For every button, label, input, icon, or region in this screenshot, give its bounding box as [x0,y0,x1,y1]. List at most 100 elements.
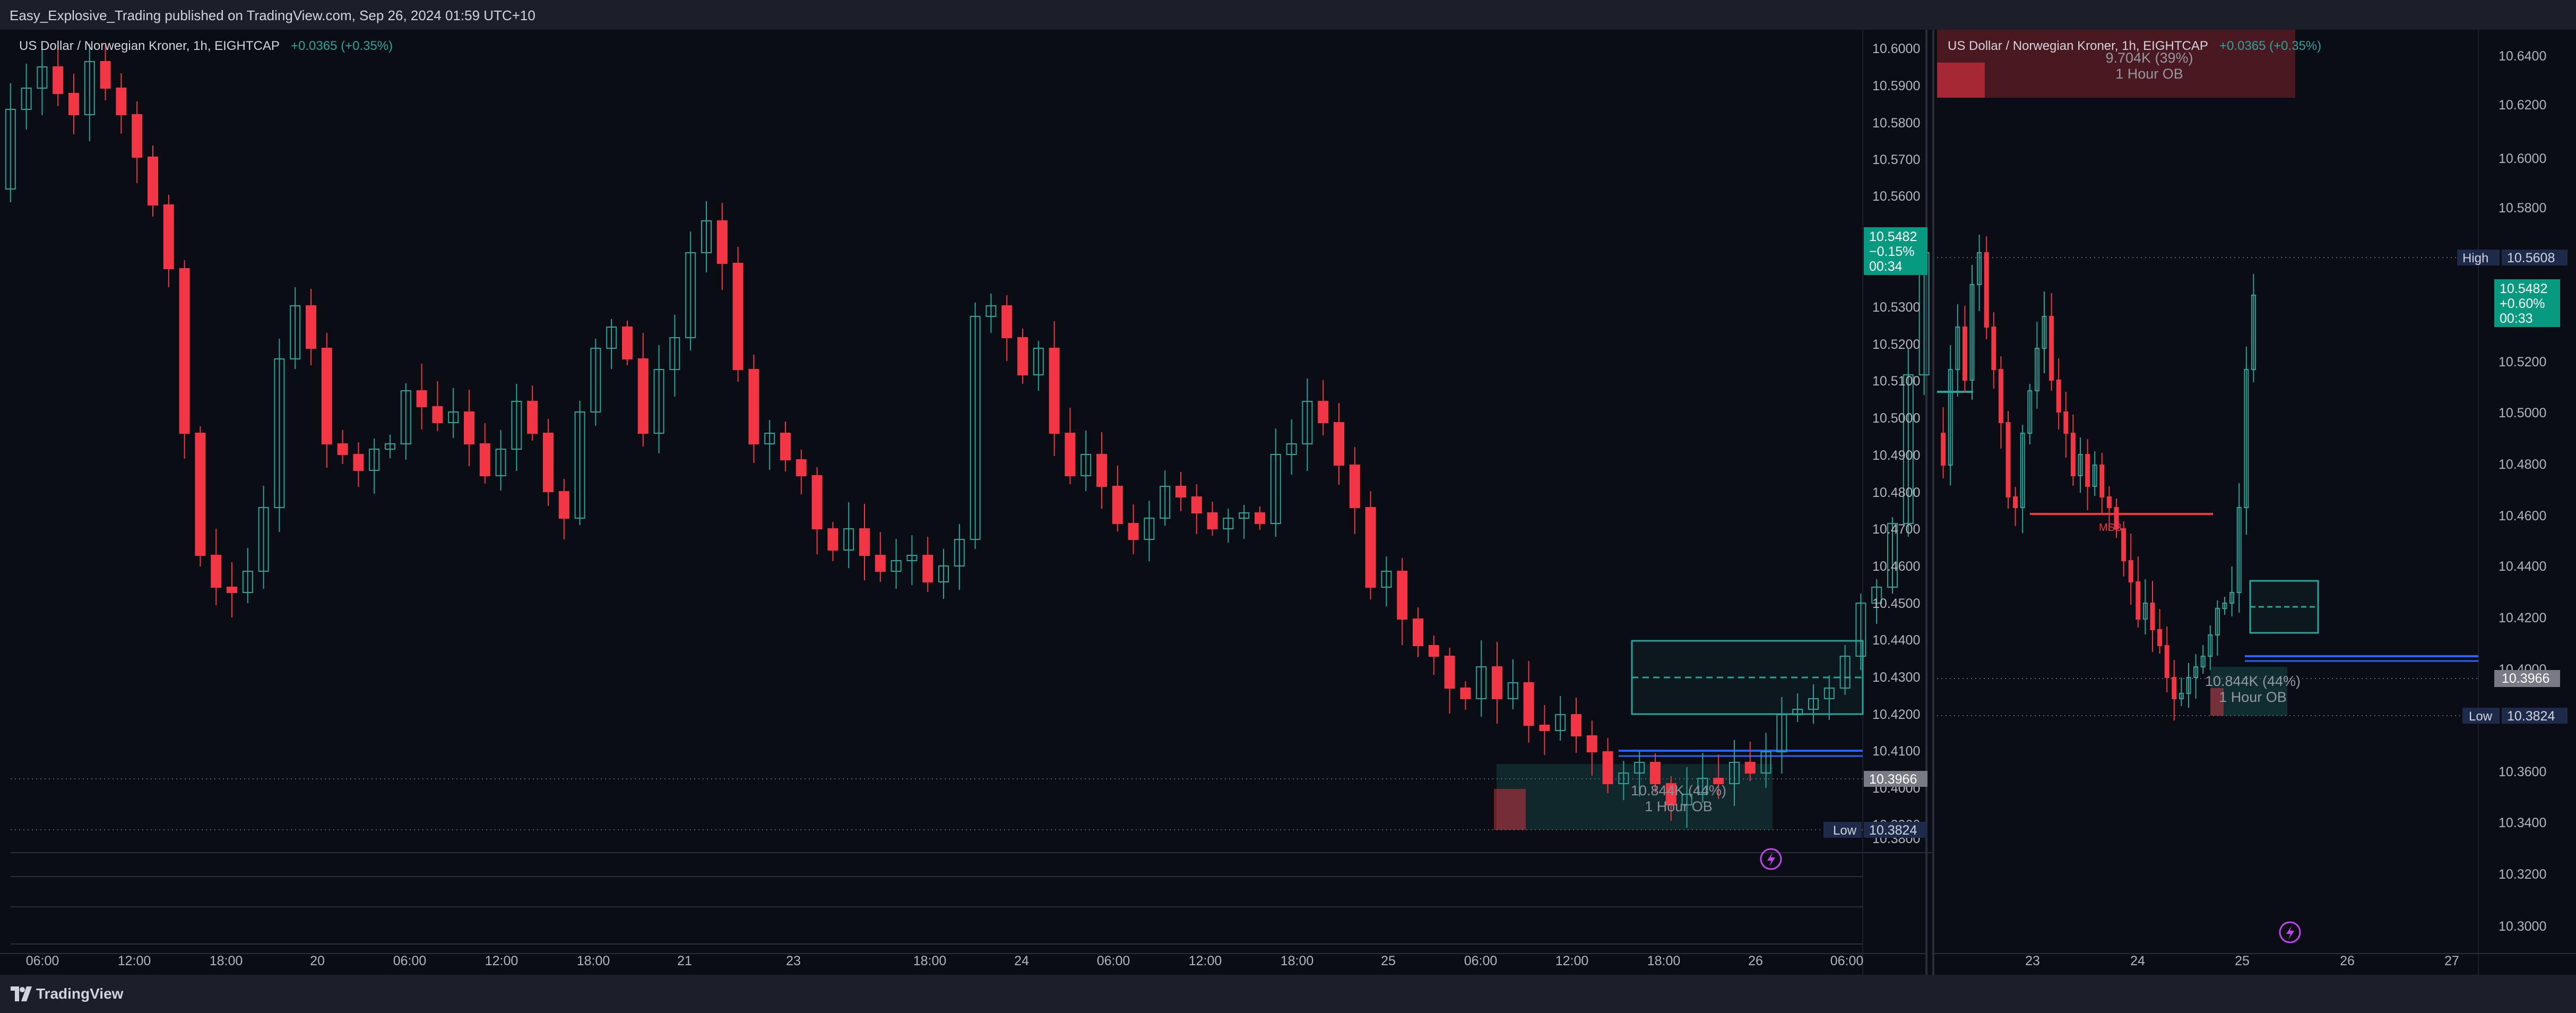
left-x-tick-label: 25 [1381,954,1396,968]
candle-body [2099,465,2105,497]
candle-body [290,305,301,359]
left-x-tick-label: 18:00 [913,954,947,968]
candle-body [1903,374,1914,524]
candle-body [1871,587,1882,604]
candle-body [1823,688,1835,699]
left-y-tick-label: 10.4500 [1872,596,1920,611]
tradingview-brand[interactable]: TradingView [36,985,124,1002]
lightning-icon[interactable] [2279,921,2301,943]
left-ob-zone-green [1497,764,1773,830]
candle-body [2200,656,2206,667]
candle-body [1977,252,1982,285]
left-badge-change: −0.15% [1869,244,1915,259]
right-top-ob-value: 9.704K (39%) [2105,50,2193,66]
candle-body [1444,656,1455,689]
left-badge-timer: 00:34 [1869,259,1903,274]
left-x-tick-label: 06:00 [393,954,427,968]
candle-body [337,443,348,455]
right-chart[interactable]: 9.704K (39%) 1 Hour OB MSB 10.844K (44%)… [1932,30,2576,975]
candle-body [1539,725,1550,731]
left-y-tick-label: 10.5700 [1872,152,1920,167]
candle-body [1397,571,1408,620]
left-gray-badge [1864,771,1927,787]
right-y-tick-label: 10.4200 [2499,611,2546,625]
candle-body [53,66,64,94]
right-y-tick-label: 10.3400 [2499,815,2546,830]
candle-body [590,348,601,413]
lightning-icon[interactable] [1760,848,1782,870]
candle-body [1507,682,1518,699]
left-candles [5,44,1930,828]
right-ob-text: 1 Hour OB [2219,689,2287,705]
candle-body [1948,369,1953,466]
right-y-tick-label: 10.3000 [2499,919,2546,934]
candle-body [1555,714,1566,731]
candle-body [1049,348,1060,434]
left-x-tick-label: 26 [1748,954,1763,968]
candle-body [21,88,32,110]
left-y-tick-label: 10.5300 [1872,300,1920,315]
candle-body [1586,735,1597,752]
candle-body [1239,512,1250,519]
left-y-axis[interactable]: 10.6000 10.5900 10.5800 10.5700 10.5600 10.53… [1872,41,1920,846]
candle-body [1128,523,1139,540]
right-y-axis[interactable]: 10.640010.620010.600010.580010.540010.52… [2499,49,2546,934]
candle-body [400,390,411,444]
right-low-label-bg [2462,708,2500,724]
tradingview-logo-icon[interactable] [11,986,32,1001]
candle-body [1665,783,1676,805]
candle-body [258,507,269,572]
candle-body [511,401,522,450]
left-x-tick-label: 06:00 [1830,954,1864,968]
right-legend-symbol: US Dollar / Norwegian Kroner, 1h, EIGHTC… [1948,39,2208,53]
candle-body [906,555,918,561]
candle-body [1223,518,1234,529]
left-x-tick-label: 18:00 [577,954,610,968]
candle-body [5,109,16,190]
left-y-tick-label: 10.5600 [1872,189,1920,204]
candle-body [385,443,395,450]
left-y-tick-label: 10.4300 [1872,670,1920,685]
candle-body [2070,433,2076,476]
candle-body [148,157,158,205]
left-x-axis[interactable]: 06:00 12:00 18:00 20 06:00 12:00 18:00 21 23 18:0… [26,954,1864,968]
right-y-tick-label: 10.4600 [2499,509,2546,523]
left-legend-symbol: US Dollar / Norwegian Kroner, 1h, EIGHTC… [19,39,280,53]
left-ob-zone-red [1494,789,1526,830]
left-y-tick-label: 10.5100 [1872,374,1920,389]
publish-info: Easy_Explosive_Trading published on Trad… [10,7,535,23]
right-x-axis[interactable]: 23 24 25 26 27 [2025,954,2459,968]
candle-body [2106,496,2112,508]
candle-body [1302,401,1313,444]
candle-body [1160,486,1171,519]
top-bar: Easy_Explosive_Trading published on Trad… [0,0,2576,30]
left-price-badge [1864,227,1927,275]
left-y-tick-label: 10.4900 [1872,448,1920,463]
candle-body [954,539,965,566]
left-badge-price: 10.5482 [1869,229,1917,244]
candle-body [1744,762,1756,774]
candle-body [1681,794,1692,805]
right-high-label: High [2462,251,2488,265]
left-x-tick-label: 18:00 [1647,954,1681,968]
candle-body [1941,433,1946,466]
candle-body [1697,778,1708,795]
left-x-tick-label: 20 [310,954,325,968]
right-y-tick-label: 10.5800 [2499,201,2546,216]
left-x-tick-label: 12:00 [1189,954,1222,968]
candle-body [527,401,538,434]
candle-body [211,555,222,588]
left-low-badge [1864,822,1927,838]
candle-body [1112,486,1123,524]
candle-body [416,390,427,407]
candle-body [2056,380,2061,413]
candle-body [2013,496,2018,508]
candle-body [2251,295,2256,370]
candle-body [1476,666,1487,699]
candle-body [2136,581,2141,620]
left-chart[interactable]: 10.844K (44%) 1 Hour OB US Dollar / Norw… [0,30,1932,975]
left-ob-value: 10.844K (44%) [1631,783,1726,799]
right-y-tick-label: 10.6400 [2499,49,2546,64]
right-low-label: Low [2469,709,2493,724]
left-low-label: Low [1833,823,1857,838]
